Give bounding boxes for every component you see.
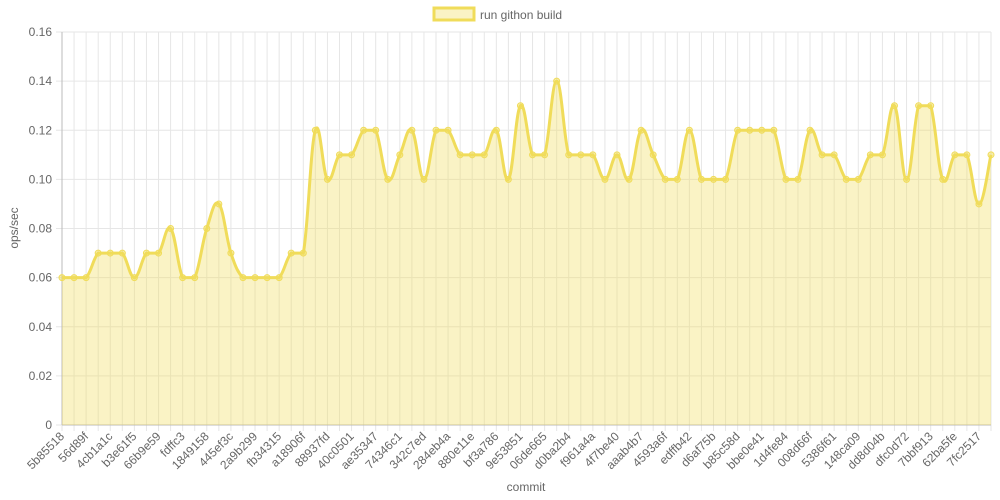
point [939, 175, 947, 183]
point [927, 102, 935, 110]
point [710, 175, 718, 183]
point [842, 175, 850, 183]
point [697, 175, 705, 183]
point [613, 151, 621, 159]
point [263, 274, 271, 282]
point [504, 175, 512, 183]
point [722, 175, 730, 183]
point [444, 126, 452, 134]
legend-swatch [432, 6, 476, 22]
x-axis-title: commit [507, 480, 546, 494]
point [661, 175, 669, 183]
point [275, 274, 283, 282]
y-axis-title: ops/sec [7, 207, 21, 248]
point [649, 151, 657, 159]
point [878, 151, 886, 159]
point [818, 151, 826, 159]
point [58, 274, 66, 282]
point [890, 102, 898, 110]
y-tick-label: 0.02 [29, 369, 53, 383]
point [384, 175, 392, 183]
y-tick-label: 0.14 [29, 74, 53, 88]
point [565, 151, 573, 159]
point [516, 102, 524, 110]
y-tick-label: 0.06 [29, 271, 53, 285]
point [854, 175, 862, 183]
point [335, 151, 343, 159]
point [94, 249, 102, 257]
point [529, 151, 537, 159]
legend-label: run githon build [480, 8, 562, 22]
point [746, 126, 754, 134]
y-tick-label: 0.12 [29, 123, 53, 137]
point [866, 151, 874, 159]
point [625, 175, 633, 183]
point [480, 151, 488, 159]
point [287, 249, 295, 257]
point [191, 274, 199, 282]
point [685, 126, 693, 134]
point [806, 126, 814, 134]
point [396, 151, 404, 159]
point [432, 126, 440, 134]
point [975, 200, 983, 208]
point [553, 77, 561, 85]
area [62, 81, 991, 425]
point [456, 151, 464, 159]
point [323, 175, 331, 183]
point [577, 151, 585, 159]
point [637, 126, 645, 134]
point [782, 175, 790, 183]
point [179, 274, 187, 282]
point [311, 126, 319, 134]
point [987, 151, 995, 159]
point [601, 175, 609, 183]
point [830, 151, 838, 159]
point [963, 151, 971, 159]
y-tick-label: 0.10 [29, 172, 53, 186]
point [348, 151, 356, 159]
point [70, 274, 78, 282]
point [82, 274, 90, 282]
point [541, 151, 549, 159]
point [408, 126, 416, 134]
point [734, 126, 742, 134]
point [106, 249, 114, 257]
point [589, 151, 597, 159]
point [215, 200, 223, 208]
y-tick-label: 0 [45, 418, 52, 432]
point [142, 249, 150, 257]
point [951, 151, 959, 159]
point [794, 175, 802, 183]
point [130, 274, 138, 282]
point [915, 102, 923, 110]
point [372, 126, 380, 134]
y-tick-label: 0.16 [29, 25, 53, 39]
point [167, 225, 175, 232]
point [360, 126, 368, 134]
point [239, 274, 247, 282]
point [227, 249, 235, 257]
point [492, 126, 500, 134]
point [758, 126, 766, 134]
point [299, 249, 307, 257]
point [468, 151, 476, 159]
y-tick-label: 0.04 [29, 320, 53, 334]
point [903, 175, 911, 183]
point [203, 225, 211, 232]
y-tick-label: 0.08 [29, 222, 53, 236]
point [251, 274, 259, 282]
point [155, 249, 163, 257]
point [770, 126, 778, 134]
point [118, 249, 126, 257]
point [420, 175, 428, 183]
point [673, 175, 681, 183]
